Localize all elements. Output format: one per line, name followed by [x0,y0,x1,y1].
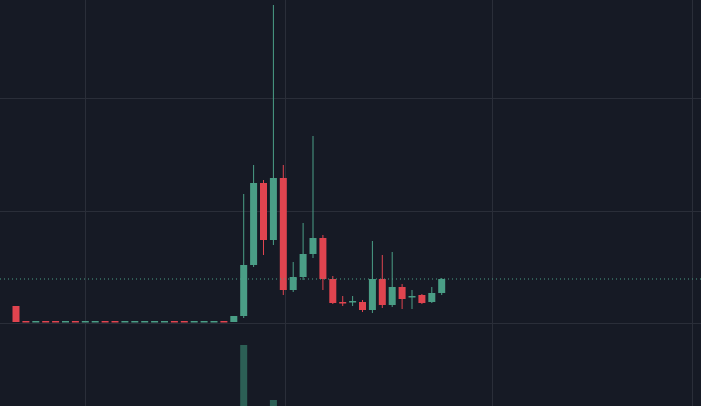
candle-body [378,279,386,305]
candle-body [200,321,208,323]
candle-body [180,321,188,323]
candle-body [71,321,79,323]
candle-body [121,321,129,323]
candle-body [52,321,60,323]
candle-body [230,316,238,322]
candle-body [428,293,436,302]
volume-bar [240,345,248,406]
candle-body [279,178,287,290]
candle-body [398,287,406,299]
candle-body [220,321,228,323]
candle-body [438,279,446,293]
candle-body [141,321,149,323]
candle-body [339,302,347,304]
candle-body [22,321,30,323]
candle-body [240,265,248,316]
candle-body [250,183,258,265]
candle-body [62,321,69,323]
candle-body [359,302,366,310]
volume-bar [269,400,277,406]
candle-body [32,321,40,323]
candle-body [101,321,109,323]
candle-body [299,254,307,277]
candle-body [12,306,20,322]
candle-body [309,238,317,254]
candle-body [329,279,337,303]
candle-body [151,321,159,323]
candle-body [408,296,416,298]
candle-body [260,183,267,240]
candle-body [170,321,178,323]
candle-body [91,321,99,323]
candle-body [161,321,168,323]
candle-body [269,178,277,240]
candle-body [289,277,297,290]
candle-body [111,321,119,323]
candle-body [388,287,396,305]
candle-body [319,238,327,279]
candle-body [210,321,218,323]
candle-body [131,321,139,323]
vertical-grid [85,0,693,406]
candle-body [42,321,50,323]
candle-body [368,279,376,310]
candle-body [418,295,426,303]
candle-body [81,321,89,323]
candle-body [349,301,357,303]
candle-body [190,321,198,323]
